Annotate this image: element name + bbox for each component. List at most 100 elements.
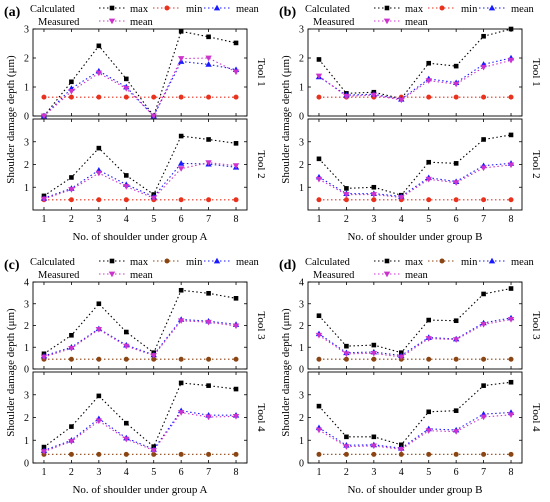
point-max bbox=[316, 156, 322, 162]
legend-max-text: max bbox=[130, 257, 149, 268]
point-min bbox=[206, 197, 212, 203]
subplot-top: 0 1 2 3 4 Tool 3 bbox=[299, 278, 542, 376]
series-line-mean-measured bbox=[43, 411, 237, 453]
point-mean-measured bbox=[123, 86, 130, 92]
point-mean-measured bbox=[343, 444, 350, 450]
point-max bbox=[316, 403, 322, 409]
x-tick-label: 1 bbox=[41, 214, 46, 225]
point-min bbox=[508, 356, 514, 362]
series-line-max bbox=[318, 134, 512, 196]
legend-measured-mean-text: mean bbox=[130, 270, 153, 281]
point-max bbox=[426, 159, 432, 165]
point-min bbox=[233, 451, 239, 457]
x-tick-label: 2 bbox=[69, 214, 74, 225]
point-mean-measured bbox=[68, 438, 75, 445]
x-tick-label: 2 bbox=[344, 467, 349, 478]
point-mean-measured bbox=[398, 97, 405, 104]
point-max bbox=[69, 332, 74, 338]
y-tick-label: 0 bbox=[299, 459, 304, 470]
point-mean-measured bbox=[123, 436, 130, 443]
point-min bbox=[123, 197, 129, 203]
point-max bbox=[453, 408, 459, 413]
point-mean-measured bbox=[452, 180, 460, 186]
y-tick-label: 2 bbox=[299, 413, 304, 424]
point-mean-measured bbox=[68, 187, 75, 193]
point-mean-measured bbox=[232, 163, 240, 169]
subplot-bottom: 0 1 2 3 1 2 3 4 5 6 7 8 Tool 4 bbox=[24, 371, 267, 478]
x-axis-label: No. of shoulder under group A bbox=[72, 231, 207, 243]
point-mean-measured bbox=[177, 166, 185, 172]
panel-c: (c) Calculated Measured max min mean mean 0 1 2 3 4… bbox=[4, 257, 267, 496]
subplot-top: 0 1 2 3 Tool 1 bbox=[299, 25, 542, 123]
x-tick-label: 8 bbox=[509, 214, 514, 225]
series-line-max bbox=[318, 287, 512, 354]
series-line-mean-calculated bbox=[318, 57, 512, 100]
legend-max-marker bbox=[384, 258, 390, 264]
legend-measured-text: Measured bbox=[38, 270, 80, 281]
legend: Calculated Measured max min mean mean bbox=[305, 4, 534, 28]
point-min bbox=[508, 451, 514, 457]
point-mean-measured bbox=[370, 92, 378, 99]
point-mean-measured bbox=[480, 322, 487, 328]
legend-max-marker bbox=[109, 5, 115, 11]
legend-measured-mean-marker bbox=[108, 271, 116, 278]
x-axis-label: No. of shoulder under group B bbox=[347, 231, 482, 243]
point-mean-measured bbox=[40, 196, 48, 203]
series-line-max bbox=[43, 30, 237, 118]
x-axis-label: No. of shoulder under group A bbox=[72, 484, 207, 496]
point-min bbox=[233, 197, 239, 203]
point-max bbox=[96, 301, 102, 307]
point-mean-measured bbox=[507, 162, 515, 169]
point-min bbox=[453, 94, 459, 100]
panel-label: (a) bbox=[4, 5, 21, 20]
point-min bbox=[123, 94, 129, 100]
point-min bbox=[151, 451, 157, 457]
legend-measured-mean-marker bbox=[383, 271, 391, 278]
plot-frame bbox=[307, 28, 523, 117]
tool-label: Tool 1 bbox=[255, 58, 267, 86]
point-min bbox=[371, 356, 377, 362]
point-mean-measured bbox=[232, 413, 240, 420]
point-mean-measured bbox=[123, 184, 130, 190]
point-mean-measured bbox=[343, 351, 350, 357]
legend-mean-text: mean bbox=[511, 4, 534, 15]
x-tick-label: 8 bbox=[509, 467, 514, 478]
point-max bbox=[508, 286, 514, 291]
x-tick-label: 2 bbox=[69, 467, 74, 478]
point-min bbox=[206, 94, 212, 100]
point-min bbox=[151, 94, 157, 100]
point-mean-measured bbox=[68, 88, 75, 95]
panel-label: (d) bbox=[279, 258, 296, 273]
point-mean-measured bbox=[480, 165, 487, 172]
y-tick-label: 0 bbox=[24, 459, 29, 470]
plot-frame bbox=[307, 281, 523, 370]
y-tick-label: 3 bbox=[299, 299, 304, 310]
point-max bbox=[453, 161, 459, 166]
x-tick-label: 6 bbox=[179, 214, 184, 225]
legend-measured-mean-text: mean bbox=[405, 17, 428, 28]
legend-min-text: min bbox=[461, 4, 478, 15]
point-min bbox=[68, 94, 74, 100]
x-tick-label: 7 bbox=[481, 467, 486, 478]
point-mean-measured bbox=[95, 327, 103, 333]
point-mean-measured bbox=[425, 78, 432, 84]
point-min bbox=[316, 356, 322, 362]
point-min bbox=[178, 197, 184, 203]
point-min bbox=[481, 356, 487, 362]
point-min bbox=[96, 356, 102, 362]
point-mean-measured bbox=[480, 64, 487, 71]
y-tick-label: 0 bbox=[299, 365, 304, 376]
x-tick-label: 6 bbox=[454, 467, 459, 478]
x-tick-label: 2 bbox=[344, 214, 349, 225]
subplot-bottom: 0 1 2 3 1 2 3 4 5 6 7 8 Tool 4 bbox=[299, 371, 542, 478]
y-tick-label: 1 bbox=[24, 436, 29, 447]
y-tick-label: 3 bbox=[24, 390, 29, 401]
y-tick-label: 3 bbox=[24, 299, 29, 310]
y-tick-label: 3 bbox=[299, 25, 304, 36]
point-min bbox=[453, 451, 459, 457]
point-max bbox=[344, 434, 349, 440]
legend-measured-text: Measured bbox=[313, 17, 355, 28]
point-mean-measured bbox=[452, 429, 460, 435]
point-max bbox=[233, 40, 239, 46]
